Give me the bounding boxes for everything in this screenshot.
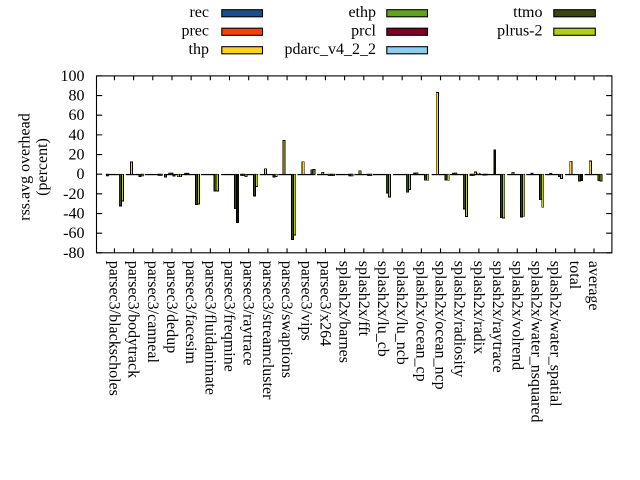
svg-text:splash2x/fft: splash2x/fft [355, 261, 372, 337]
svg-text:prec: prec [181, 23, 209, 40]
svg-text:splash2x/volrend: splash2x/volrend [508, 261, 525, 370]
svg-text:splash2x/raytrace: splash2x/raytrace [489, 261, 506, 373]
svg-text:splash2x/ocean_ncp: splash2x/ocean_ncp [432, 261, 449, 390]
svg-text:20: 20 [69, 147, 85, 164]
svg-text:parsec3/swaptions: parsec3/swaptions [278, 261, 295, 378]
svg-text:parsec3/blackscholes: parsec3/blackscholes [105, 261, 122, 396]
svg-text:parsec3/x264: parsec3/x264 [316, 261, 333, 346]
svg-text:0: 0 [77, 166, 85, 183]
svg-text:parsec3/fluidanimate: parsec3/fluidanimate [201, 261, 218, 395]
svg-text:rec: rec [189, 4, 209, 21]
svg-text:splash2x/lu_cb: splash2x/lu_cb [374, 261, 391, 357]
svg-text:splash2x/radiosity: splash2x/radiosity [451, 261, 468, 377]
svg-text:ttmo: ttmo [513, 4, 542, 21]
svg-text:ethp: ethp [348, 4, 376, 21]
svg-text:parsec3/freqmine: parsec3/freqmine [221, 261, 238, 372]
svg-text:splash2x/barnes: splash2x/barnes [336, 261, 353, 363]
svg-text:-80: -80 [63, 245, 84, 262]
svg-text:total: total [566, 261, 583, 290]
svg-text:-20: -20 [63, 186, 84, 203]
svg-text:40: 40 [69, 127, 85, 144]
svg-text:-40: -40 [63, 206, 84, 223]
svg-text:parsec3/canneal: parsec3/canneal [144, 261, 161, 364]
svg-text:60: 60 [69, 107, 85, 124]
svg-text:pdarc_v4_2_2: pdarc_v4_2_2 [284, 41, 376, 58]
svg-text:splash2x/water_nsquared: splash2x/water_nsquared [527, 261, 544, 423]
svg-text:average: average [585, 261, 602, 311]
svg-text:rss.avg overhead: rss.avg overhead [16, 113, 33, 221]
svg-text:splash2x/lu_ncb: splash2x/lu_ncb [393, 261, 410, 365]
svg-text:parsec3/dedup: parsec3/dedup [163, 261, 180, 353]
svg-text:parsec3/facesim: parsec3/facesim [182, 261, 199, 365]
svg-text:splash2x/ocean_cp: splash2x/ocean_cp [412, 261, 429, 382]
svg-text:parsec3/raytrace: parsec3/raytrace [240, 261, 257, 366]
svg-text:(percent): (percent) [34, 138, 51, 196]
svg-text:80: 80 [69, 88, 85, 105]
svg-text:parsec3/streamcluster: parsec3/streamcluster [259, 261, 276, 400]
svg-text:100: 100 [61, 68, 85, 85]
svg-text:prcl: prcl [351, 23, 376, 40]
svg-text:parsec3/bodytrack: parsec3/bodytrack [125, 261, 142, 378]
svg-text:splash2x/water_spatial: splash2x/water_spatial [547, 261, 564, 407]
svg-text:splash2x/radix: splash2x/radix [470, 261, 487, 354]
svg-text:thp: thp [189, 41, 209, 58]
svg-text:parsec3/vips: parsec3/vips [297, 261, 314, 341]
svg-text:-60: -60 [63, 225, 84, 242]
svg-text:plrus-2: plrus-2 [497, 23, 542, 40]
